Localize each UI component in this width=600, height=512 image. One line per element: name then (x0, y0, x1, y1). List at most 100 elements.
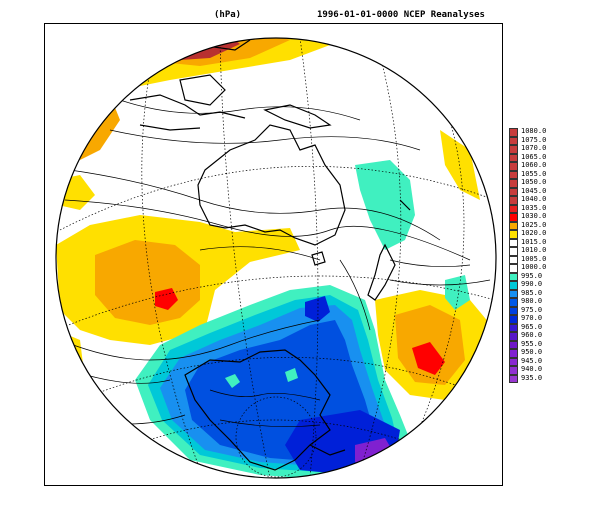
legend-swatch (509, 136, 518, 145)
legend-label: 955.0 (521, 339, 543, 348)
legend-swatch (509, 374, 518, 383)
legend-swatch (509, 238, 518, 247)
legend-entry: 1080.0 (509, 127, 575, 137)
legend-label: 1075.0 (521, 135, 547, 144)
legend-label: 1040.0 (521, 195, 547, 203)
legend-entry: 960.0 (509, 331, 575, 341)
legend-label: 980.0 (521, 297, 543, 305)
legend-swatch (509, 332, 518, 341)
legend-entry: 965.0 (509, 323, 575, 332)
legend-entry: 1005.0 (509, 254, 575, 264)
legend-label: 1030.0 (521, 212, 547, 220)
legend-entry: 1050.0 (509, 178, 575, 188)
legend-swatch (509, 247, 518, 256)
legend-label: 1025.0 (521, 220, 547, 229)
legend-swatch (509, 323, 518, 332)
legend-entry: 975.0 (509, 305, 575, 315)
legend-swatch (509, 153, 518, 162)
legend-swatch (509, 221, 518, 230)
legend-entry: 940.0 (509, 365, 575, 375)
coast-new-caledonia (399, 199, 411, 211)
legend-swatch (509, 264, 518, 273)
unit-label: (hPa) (214, 10, 242, 20)
legend-entry: 945.0 (509, 356, 575, 366)
legend-swatch (509, 145, 518, 154)
legend-label: 1015.0 (521, 237, 547, 246)
legend-swatch (509, 306, 518, 315)
legend-label: 990.0 (521, 280, 543, 288)
coast-south-america (439, 454, 461, 471)
legend-entry: 1030.0 (509, 212, 575, 222)
coast-antarctica (184, 349, 331, 471)
legend-swatch (509, 366, 518, 375)
legend-swatch (509, 315, 518, 324)
legend-label: 1020.0 (521, 229, 547, 237)
legend-label: 970.0 (521, 314, 543, 322)
legend-entry: 1025.0 (509, 220, 575, 230)
map-frame (44, 23, 503, 486)
legend-swatch (509, 204, 518, 213)
legend-swatch (509, 272, 518, 281)
legend-swatch (509, 357, 518, 366)
high-indian-orange (95, 240, 200, 325)
high-indian-red (155, 288, 178, 310)
low-deep (305, 296, 330, 322)
legend-swatch (509, 281, 518, 290)
legend-label: 950.0 (521, 348, 543, 356)
coast-new-guinea (263, 104, 332, 129)
high-pacific-red (412, 342, 445, 375)
coast-australia (197, 124, 346, 246)
legend-label: 1045.0 (521, 186, 547, 195)
legend-label: 1035.0 (521, 203, 547, 212)
legend-swatch (509, 162, 518, 171)
legend-label: 1070.0 (521, 144, 547, 152)
legend-label: 940.0 (521, 365, 543, 373)
map-title: 1996-01-01-0000 NCEP Reanalyses (317, 10, 485, 20)
legend-swatch (509, 213, 518, 222)
legend-entry: 995.0 (509, 271, 575, 281)
legend-label: 1000.0 (521, 263, 547, 271)
legend-entry: 1040.0 (509, 195, 575, 205)
legend-label: 985.0 (521, 288, 543, 297)
legend-entry: 1075.0 (509, 135, 575, 145)
legend-entry: 985.0 (509, 288, 575, 298)
legend-swatch (509, 340, 518, 349)
legend-swatch (509, 255, 518, 264)
legend-entry: 1070.0 (509, 144, 575, 154)
legend-label: 1065.0 (521, 152, 547, 161)
legend-label: 960.0 (521, 331, 543, 339)
coast-new-zealand (367, 243, 396, 301)
legend-swatch (509, 170, 518, 179)
legend-swatch (509, 289, 518, 298)
legend-swatch (509, 179, 518, 188)
legend-entry: 1065.0 (509, 152, 575, 162)
low-core-turquoise-2 (285, 368, 298, 382)
legend-label: 995.0 (521, 271, 543, 280)
legend-label: 1005.0 (521, 254, 547, 263)
legend-label: 935.0 (521, 373, 543, 382)
legend-entry: 1035.0 (509, 203, 575, 213)
legend-entry: 1015.0 (509, 237, 575, 247)
legend-entry: 950.0 (509, 348, 575, 358)
high-ne-rim (440, 130, 480, 200)
graticule (56, 38, 496, 478)
globe-outline (55, 37, 497, 479)
coast-borneo (179, 74, 226, 106)
legend-label: 945.0 (521, 356, 543, 365)
legend-label: 1010.0 (521, 246, 547, 254)
legend-entry: 1060.0 (509, 161, 575, 171)
legend-swatch (509, 298, 518, 307)
legend-entry: 980.0 (509, 297, 575, 307)
legend-swatch (509, 230, 518, 239)
legend-entry: 955.0 (509, 339, 575, 349)
colorbar: 1080.0 1075.0 1070.0 1065.0 1060.0 1055.0 1050… (509, 127, 575, 383)
low-core-turquoise (225, 374, 240, 388)
legend-label: 1080.0 (521, 127, 547, 135)
legend-entry: 1010.0 (509, 246, 575, 256)
coast-tasmania (311, 251, 326, 266)
legend-entry: 1020.0 (509, 229, 575, 239)
legend-label: 975.0 (521, 305, 543, 314)
legend-entry: 990.0 (509, 280, 575, 290)
legend-entry: 935.0 (509, 373, 575, 383)
